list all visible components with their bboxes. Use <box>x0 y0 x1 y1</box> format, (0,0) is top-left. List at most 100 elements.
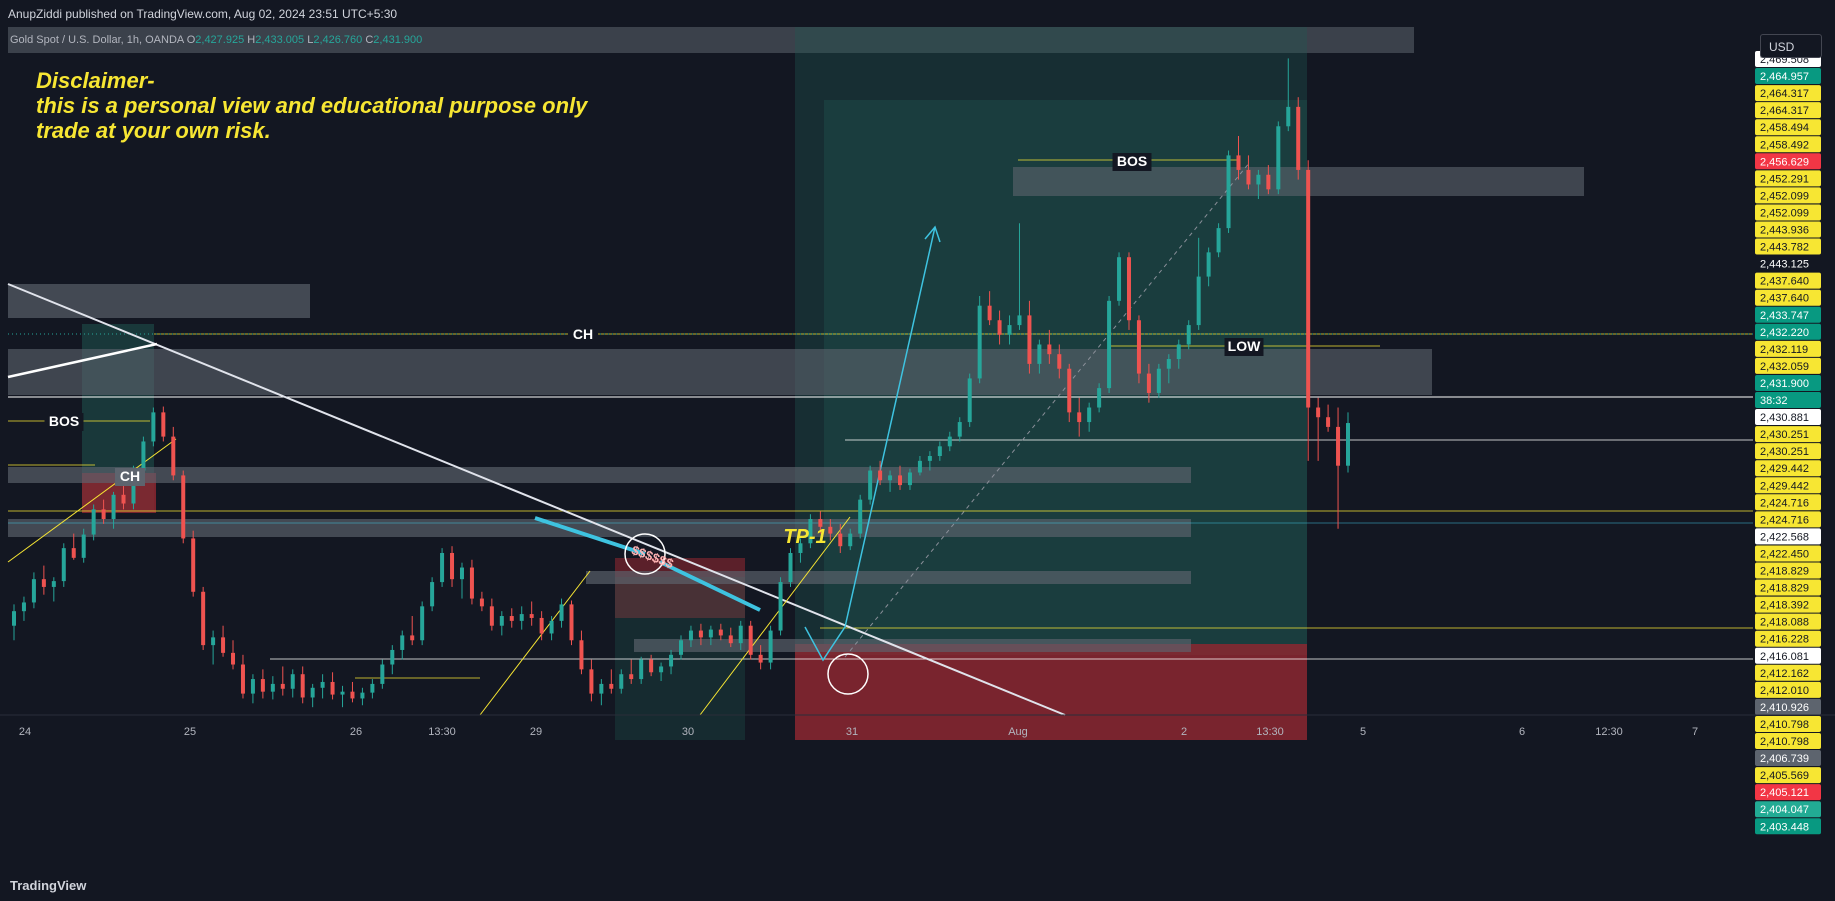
candle-body <box>390 649 395 665</box>
time-tick-label: 30 <box>682 726 694 738</box>
price-label: 2,412.010 <box>1760 685 1809 697</box>
symbol-legend[interactable]: Gold Spot / U.S. Dollar, 1h, OANDA O2,42… <box>10 34 422 46</box>
price-label-bg <box>1755 221 1821 238</box>
price-label: 2,424.716 <box>1760 514 1809 526</box>
liquidity-line-2 <box>659 560 761 612</box>
candle-body <box>907 472 912 486</box>
long-position-zone <box>795 27 1307 655</box>
price-scale[interactable]: 2,469.5082,464.9572,464.3172,464.3172,45… <box>1755 51 1821 835</box>
time-tick-label: 2 <box>1181 726 1187 738</box>
price-label: 2,416.228 <box>1760 634 1809 646</box>
zone-grey-4 <box>8 467 1191 483</box>
publisher-bar: AnupZiddi published on TradingView.com, … <box>0 0 1835 27</box>
zone-grey-6 <box>586 571 1191 584</box>
disclaimer-line-3: trade at your own risk. <box>36 118 271 143</box>
candle-body <box>161 412 166 437</box>
candle-body <box>808 519 813 544</box>
symbol-header-band <box>8 27 1414 53</box>
price-label-bg <box>1755 630 1821 647</box>
time-tick-label: 6 <box>1519 726 1525 738</box>
zone-grey-1 <box>8 284 310 318</box>
price-label: 2,404.047 <box>1760 804 1809 816</box>
candle-body <box>479 598 484 607</box>
candle-body <box>1226 155 1231 229</box>
price-label-bg <box>1755 750 1821 767</box>
dashed-projection <box>844 161 1251 658</box>
candle-body <box>41 579 46 587</box>
candle-body <box>669 654 674 667</box>
candle-body <box>688 630 693 641</box>
price-label-bg <box>1755 818 1821 835</box>
price-label: 2,432.119 <box>1760 344 1808 356</box>
price-label-bg <box>1755 119 1821 136</box>
price-label: 2,429.442 <box>1760 463 1809 475</box>
candle-body <box>121 494 126 504</box>
candle-body <box>1326 417 1331 427</box>
low-value: 2,426.760 <box>313 34 363 46</box>
price-label: 2,432.059 <box>1760 361 1809 373</box>
chart-area[interactable]: CH BOS CH BOS LOW TP-1 $$$$$$ 2,469.508 2,464.9… <box>0 27 1835 870</box>
price-label: 2,422.450 <box>1760 548 1809 560</box>
candle-body <box>151 412 156 442</box>
disclaimer-title: Disclaimer- <box>36 68 155 93</box>
candle-body <box>91 509 96 535</box>
price-label-bg <box>1755 85 1821 102</box>
currency-selector[interactable]: USD <box>1760 34 1822 58</box>
candle-body <box>101 509 106 520</box>
candle-body <box>838 533 843 547</box>
candle-body <box>1067 368 1072 413</box>
candle-body <box>967 378 972 423</box>
candle-body <box>211 637 216 646</box>
price-label-bg <box>1755 767 1821 784</box>
candle-body <box>400 635 405 650</box>
candle-body <box>1256 174 1261 185</box>
candle-body <box>1306 169 1311 408</box>
candle-body <box>1296 106 1301 170</box>
low-label: L <box>307 34 314 46</box>
high-label: H <box>247 34 256 46</box>
candle-body <box>559 604 564 621</box>
price-label-bg <box>1755 460 1821 477</box>
high-value: 2,433.005 <box>255 34 305 46</box>
yellow-trend-right <box>699 516 851 716</box>
price-label: 2,410.798 <box>1760 736 1809 748</box>
zone-grey-2 <box>8 349 1432 395</box>
price-label-bg <box>1755 153 1821 170</box>
candle-body <box>380 664 385 684</box>
candle-body <box>171 436 176 476</box>
candle-body <box>350 691 355 699</box>
candle-body <box>1007 325 1012 335</box>
candle-body <box>1136 320 1141 374</box>
candle-body <box>450 552 455 580</box>
candle-body <box>868 470 873 500</box>
open-value: 2,427.925 <box>195 34 245 46</box>
price-label: 2,452.099 <box>1760 207 1809 219</box>
time-tick-label: 24 <box>19 726 31 738</box>
candle-body <box>1077 412 1082 423</box>
candle-body <box>659 666 664 673</box>
candle-body <box>221 637 226 653</box>
candle-body <box>1097 388 1102 408</box>
footer-bar: TradingView <box>0 870 1835 901</box>
candle-body <box>1117 257 1122 301</box>
price-label-bg <box>1755 579 1821 596</box>
price-label: 2,418.829 <box>1760 566 1809 578</box>
candle-body <box>430 582 435 607</box>
price-label: 2,443.782 <box>1760 242 1809 254</box>
price-label-bg <box>1755 733 1821 749</box>
time-scale[interactable]: 24 25 26 13:30 29 30 31 Aug 2 13:30 5 6 12:30 7 <box>19 726 1698 738</box>
price-label: 2,403.448 <box>1760 821 1809 833</box>
candle-body <box>798 543 803 553</box>
candle-body <box>141 441 146 471</box>
price-label-bg <box>1755 272 1821 289</box>
candle-body <box>679 640 683 655</box>
candle-body <box>728 635 733 644</box>
price-label: 2,464.317 <box>1760 88 1809 100</box>
zone-grey-5 <box>8 519 1191 537</box>
candle-body <box>708 629 713 638</box>
candle-body <box>201 591 206 646</box>
candle-body <box>748 625 753 655</box>
candle-body <box>957 422 962 437</box>
price-label-bg <box>1755 102 1821 119</box>
